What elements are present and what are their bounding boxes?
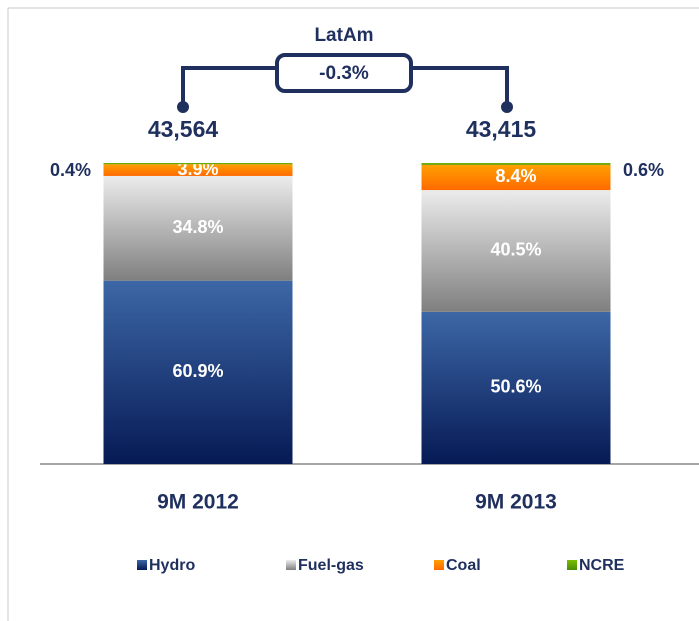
change-title: LatAm [314,25,373,46]
legend-swatch [434,560,444,570]
legend-swatch [286,560,296,570]
bar-segment [421,190,611,312]
bar-segment [103,163,293,165]
legend-label: Hydro [149,557,195,574]
total-label: 43,564 [148,116,219,142]
data-label: 34.8% [172,217,223,237]
bracket-dot [177,101,189,113]
bar-segment [421,311,611,464]
data-label: 40.5% [490,240,541,260]
bracket-right [411,66,509,107]
data-label: 50.6% [490,377,541,397]
legend-label: Fuel-gas [298,557,364,574]
change-box [275,53,413,93]
data-label: 60.9% [172,361,223,381]
bar-segment [103,175,293,281]
data-label: 3.9% [177,159,218,179]
bar-segment [421,164,611,191]
data-label: 8.4% [495,166,536,186]
bracket-dot [501,101,513,113]
change-bracket [181,53,509,107]
data-label: 0.4% [50,160,91,180]
total-label: 43,415 [466,116,537,142]
legend-swatch [567,560,577,570]
legend-swatch [137,560,147,570]
change-value: -0.3% [319,63,369,84]
legend-label: Coal [446,557,481,574]
data-label: 0.6% [623,160,664,180]
bar-segment [103,164,293,176]
legend-label: NCRE [579,557,625,574]
bracket-left [181,66,277,107]
bar-segment [421,163,611,165]
bar-segment [103,280,293,464]
x-tick-label: 9M 2013 [475,491,557,514]
x-tick-label: 9M 2012 [157,491,239,514]
